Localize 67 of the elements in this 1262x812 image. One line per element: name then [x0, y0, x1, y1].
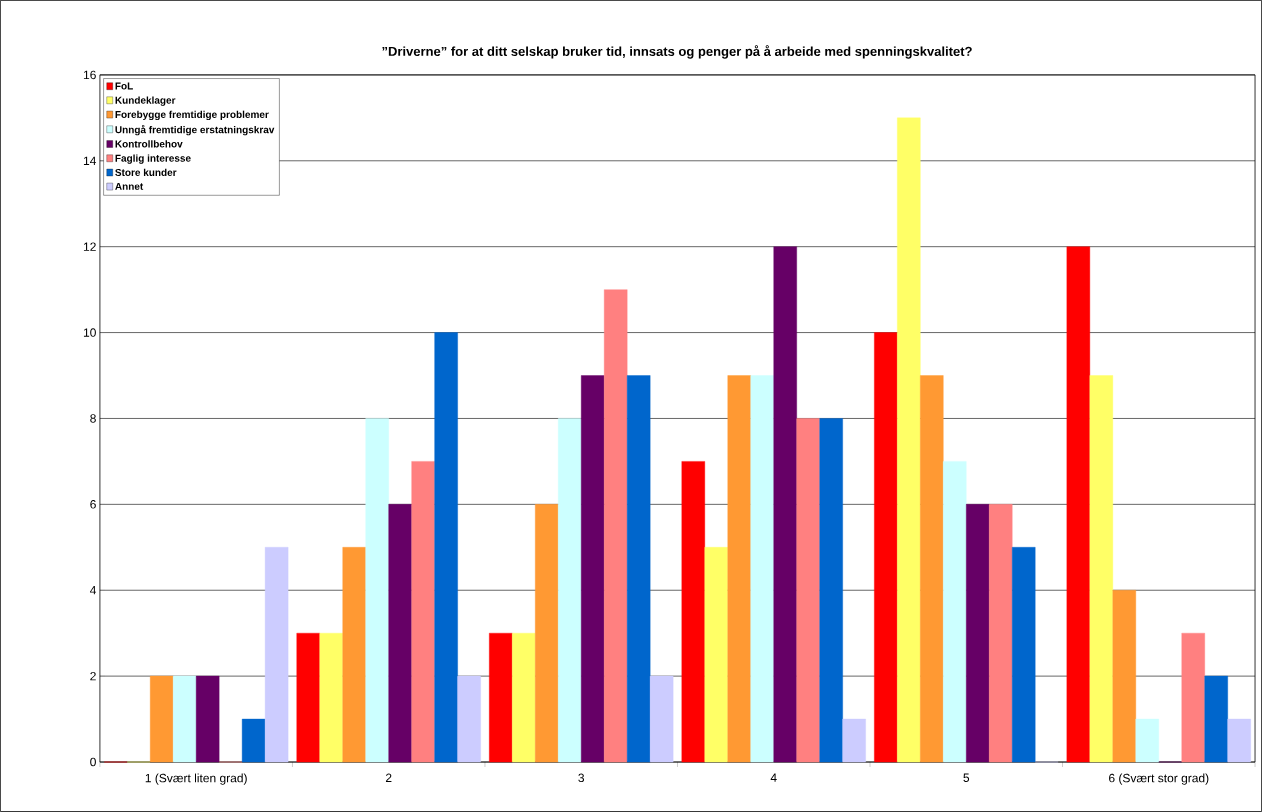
bar — [1135, 718, 1159, 763]
bar — [920, 375, 944, 763]
bar — [264, 547, 289, 763]
bar — [457, 675, 481, 763]
bar — [989, 504, 1013, 763]
bar — [512, 633, 536, 763]
legend-label: Annet — [115, 182, 144, 190]
x-tick-label: 3 — [578, 773, 585, 783]
legend-label: Faglig interesse — [115, 154, 191, 164]
bar — [681, 461, 705, 763]
bar — [874, 332, 898, 763]
y-tick-label: 14 — [83, 156, 97, 165]
bar — [1227, 718, 1251, 763]
bar — [319, 633, 343, 763]
bar — [1066, 246, 1091, 763]
x-tick-label: 1 (Svært liten grad) — [145, 773, 247, 785]
bar — [434, 332, 458, 763]
bar — [1089, 375, 1114, 763]
bar — [296, 633, 320, 763]
bar — [750, 375, 774, 763]
bar — [388, 504, 412, 763]
legend-label: Kontrollbehov — [115, 140, 183, 148]
y-tick-label: 6 — [90, 500, 96, 509]
bar — [195, 675, 220, 763]
bar — [535, 504, 559, 763]
bar — [411, 461, 435, 763]
y-tick-label: 10 — [83, 328, 96, 337]
bar — [897, 117, 921, 763]
bar — [1112, 590, 1136, 763]
bar — [727, 375, 751, 763]
bar — [1181, 633, 1205, 763]
y-tick-label: 4 — [89, 586, 97, 595]
bar — [342, 547, 366, 763]
bar — [173, 675, 197, 763]
bar — [581, 375, 605, 763]
bar — [796, 418, 820, 763]
x-tick-label: 4 — [770, 773, 777, 782]
bar — [1012, 547, 1036, 763]
bar — [649, 675, 674, 763]
bar — [626, 375, 651, 763]
y-tick-label: 2 — [90, 671, 96, 681]
bar — [773, 246, 797, 763]
legend-label: Unngå fremtidige erstatningskrav — [115, 124, 275, 136]
bar — [604, 289, 628, 763]
chart-title: ”Driverne” for at ditt selskap bruker tid, innsats og penger på å arbeide med spenningskvalitet? — [382, 45, 972, 59]
legend-label: FoL — [115, 82, 133, 90]
y-tick-label: 16 — [83, 70, 96, 80]
bar — [842, 718, 866, 763]
bar — [819, 418, 843, 763]
legend-label: Forebygge fremtidige problemer — [115, 110, 269, 121]
legend-label: Kundeklager — [115, 96, 176, 106]
y-tick-label: 8 — [90, 414, 96, 423]
x-tick-label: 5 — [963, 773, 970, 782]
bar — [489, 633, 513, 763]
bar — [558, 418, 582, 763]
x-tick-label: 2 — [385, 773, 392, 782]
bar — [150, 675, 174, 763]
legend-label: Store kunder — [115, 168, 177, 177]
x-tick-label: 6 (Svært stor grad) — [1109, 773, 1209, 785]
bar — [241, 718, 266, 763]
bar — [704, 547, 728, 763]
bar — [966, 504, 990, 763]
y-tick-label: 12 — [83, 242, 96, 251]
bar — [943, 461, 967, 763]
bar — [1204, 675, 1228, 763]
bar — [365, 418, 389, 763]
y-tick-label: 0 — [90, 757, 96, 767]
